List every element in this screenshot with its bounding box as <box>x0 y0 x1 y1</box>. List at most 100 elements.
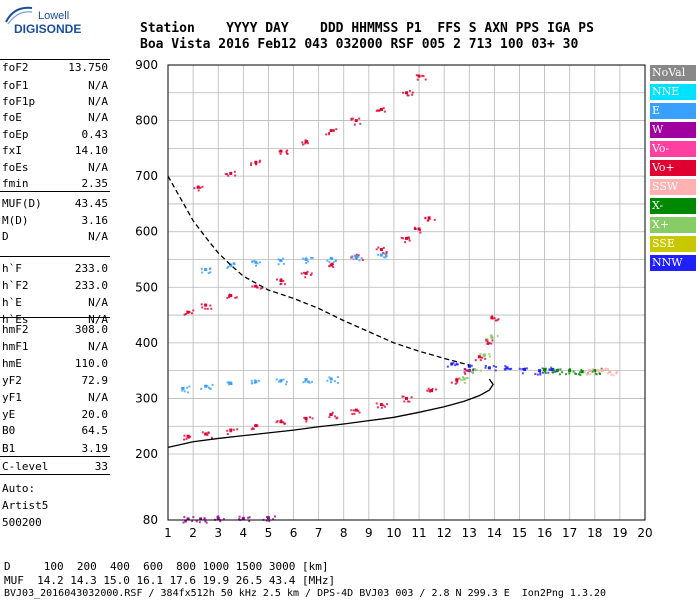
data-point <box>182 521 185 524</box>
data-point <box>411 91 414 94</box>
data-point <box>417 74 420 77</box>
data-point <box>250 162 253 165</box>
data-point <box>415 74 418 77</box>
param-name: hmF2 <box>2 323 29 336</box>
data-point <box>491 315 494 318</box>
data-point <box>183 434 186 437</box>
data-point <box>353 412 356 415</box>
x-tick-label: 17 <box>562 526 577 540</box>
data-point <box>456 381 459 384</box>
data-point <box>471 371 474 374</box>
data-point <box>282 262 285 265</box>
chart-grid <box>167 64 646 520</box>
data-point <box>280 278 283 281</box>
data-point <box>226 173 229 176</box>
data-point <box>335 128 338 131</box>
chart-legend: NoVal NNE E W Vo- Vo+ SSW X- X+ SSE NNW <box>650 65 696 274</box>
data-point <box>210 436 213 439</box>
data-point <box>305 257 308 260</box>
data-point <box>454 382 457 385</box>
data-point <box>307 260 310 263</box>
data-point <box>375 109 378 112</box>
data-point <box>561 371 564 374</box>
data-point <box>593 371 596 374</box>
data-point <box>379 247 383 251</box>
legend-item: SSW <box>650 179 696 195</box>
data-point <box>353 123 356 126</box>
data-point <box>406 400 409 403</box>
data-point <box>286 149 289 152</box>
data-point <box>305 420 308 423</box>
data-point <box>304 276 307 279</box>
param-name: h`F <box>2 262 22 275</box>
param-row: yF1 N/A <box>2 391 108 407</box>
data-point <box>472 368 475 371</box>
data-point <box>408 239 411 242</box>
data-point <box>304 142 307 145</box>
data-point <box>595 373 598 376</box>
data-point <box>280 419 283 422</box>
data-point <box>555 369 559 373</box>
data-point <box>491 337 494 340</box>
data-point <box>204 520 207 523</box>
data-point <box>328 133 331 136</box>
data-point <box>487 343 490 346</box>
divider <box>0 456 110 457</box>
data-point <box>490 342 493 345</box>
data-point <box>361 258 364 261</box>
data-point <box>211 383 214 386</box>
data-point <box>229 263 233 267</box>
data-point <box>308 416 311 419</box>
data-point <box>191 520 194 523</box>
data-point <box>206 384 209 387</box>
param-row: foF1p N/A <box>2 95 108 111</box>
data-point <box>539 371 542 374</box>
data-point <box>358 259 361 262</box>
y-tick-label: 400 <box>135 336 158 350</box>
data-point <box>479 359 482 362</box>
x-tick-label: 15 <box>512 526 527 540</box>
data-point <box>604 367 607 370</box>
data-point <box>551 371 554 374</box>
data-point <box>334 259 337 262</box>
data-point <box>279 420 283 424</box>
data-point <box>554 370 557 373</box>
data-point <box>198 521 201 524</box>
data-point <box>282 279 285 282</box>
data-point <box>332 261 335 264</box>
data-point <box>304 378 308 382</box>
data-point <box>186 386 189 389</box>
param-name: foF1 <box>2 79 29 92</box>
param-name: foEs <box>2 161 29 174</box>
data-point <box>600 369 604 373</box>
data-point <box>304 271 308 275</box>
param-value: 64.5 <box>81 424 109 437</box>
data-point <box>354 255 358 259</box>
param-row: h`F2 233.0 <box>2 279 108 295</box>
data-point <box>536 373 539 376</box>
x-tick-label: 14 <box>487 526 502 540</box>
data-point <box>521 368 524 371</box>
data-point <box>278 150 281 153</box>
data-point <box>305 418 308 421</box>
data-point <box>350 117 353 120</box>
data-point <box>475 368 478 371</box>
data-point <box>383 110 386 113</box>
data-point <box>186 434 190 438</box>
data-point <box>301 141 304 144</box>
data-point <box>586 373 589 376</box>
param-name: foEp <box>2 128 29 141</box>
data-point <box>236 428 239 431</box>
data-point <box>181 389 184 392</box>
data-point <box>353 254 356 257</box>
data-point <box>192 309 195 312</box>
data-point <box>351 117 354 120</box>
data-point <box>329 377 333 381</box>
data-point <box>484 364 487 367</box>
data-point <box>280 282 283 285</box>
data-point <box>238 515 241 518</box>
data-point <box>282 257 285 260</box>
data-point <box>401 395 404 398</box>
data-point <box>400 236 403 239</box>
x-tick-label: 10 <box>386 526 401 540</box>
